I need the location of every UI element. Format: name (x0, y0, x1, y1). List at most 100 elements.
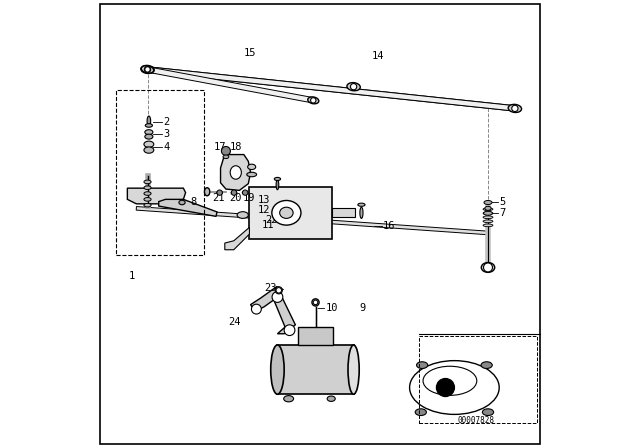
Text: 1: 1 (129, 271, 135, 280)
Polygon shape (127, 188, 186, 204)
Circle shape (272, 292, 283, 302)
Polygon shape (273, 294, 296, 334)
Ellipse shape (147, 116, 150, 126)
Ellipse shape (348, 345, 359, 394)
Ellipse shape (144, 203, 151, 207)
Ellipse shape (410, 361, 499, 414)
Ellipse shape (271, 345, 284, 394)
Ellipse shape (276, 180, 279, 190)
Ellipse shape (358, 203, 365, 206)
Ellipse shape (275, 287, 282, 294)
Ellipse shape (145, 134, 153, 139)
Bar (250, 187, 332, 238)
Text: 13: 13 (258, 195, 271, 205)
Ellipse shape (247, 172, 257, 177)
Ellipse shape (141, 65, 154, 73)
Ellipse shape (179, 200, 185, 205)
Circle shape (276, 288, 282, 293)
Ellipse shape (145, 124, 152, 127)
Text: 20: 20 (230, 193, 242, 203)
Ellipse shape (481, 362, 492, 368)
Text: 4: 4 (163, 142, 170, 152)
Circle shape (284, 325, 295, 336)
Ellipse shape (204, 188, 210, 196)
Text: 18: 18 (230, 142, 242, 152)
Ellipse shape (483, 220, 493, 223)
Ellipse shape (284, 396, 294, 402)
Text: 7: 7 (499, 208, 506, 218)
Text: 14: 14 (371, 51, 384, 61)
Ellipse shape (484, 201, 492, 204)
Circle shape (145, 66, 150, 73)
Ellipse shape (483, 216, 493, 219)
Ellipse shape (144, 186, 151, 190)
Circle shape (243, 190, 248, 195)
Circle shape (252, 304, 261, 314)
Text: 17: 17 (214, 142, 227, 152)
Polygon shape (159, 199, 217, 216)
Ellipse shape (483, 409, 493, 416)
Text: 8: 8 (190, 198, 196, 207)
Ellipse shape (217, 191, 223, 194)
Ellipse shape (243, 191, 248, 194)
Text: 3: 3 (163, 129, 170, 139)
Ellipse shape (141, 66, 154, 73)
Bar (116, 90, 204, 255)
Text: 21: 21 (212, 193, 225, 203)
Circle shape (310, 98, 316, 103)
Ellipse shape (483, 208, 493, 211)
Polygon shape (221, 155, 251, 190)
Ellipse shape (483, 212, 493, 215)
Polygon shape (136, 207, 488, 235)
Ellipse shape (237, 212, 248, 219)
Ellipse shape (417, 362, 428, 368)
Bar (278, 345, 354, 394)
Ellipse shape (144, 198, 151, 201)
Ellipse shape (360, 207, 363, 218)
Ellipse shape (347, 82, 360, 91)
Ellipse shape (145, 130, 153, 135)
Bar (298, 327, 333, 345)
Circle shape (484, 263, 493, 272)
Text: 22: 22 (265, 215, 278, 224)
Circle shape (217, 190, 222, 195)
Polygon shape (251, 287, 282, 311)
Ellipse shape (248, 164, 256, 169)
Text: 2: 2 (163, 117, 170, 127)
Ellipse shape (312, 299, 319, 306)
Ellipse shape (144, 147, 154, 153)
Ellipse shape (144, 192, 151, 195)
Text: 23: 23 (264, 283, 276, 293)
Text: 19: 19 (243, 193, 255, 203)
Ellipse shape (144, 141, 154, 147)
Ellipse shape (231, 191, 237, 194)
Ellipse shape (423, 366, 477, 396)
Polygon shape (332, 208, 355, 217)
Circle shape (145, 67, 150, 72)
Ellipse shape (144, 180, 151, 184)
Polygon shape (147, 67, 515, 111)
Ellipse shape (483, 224, 493, 227)
Bar (419, 336, 538, 423)
Ellipse shape (481, 263, 495, 272)
Text: 10: 10 (325, 303, 338, 313)
Text: 24: 24 (228, 317, 241, 327)
Ellipse shape (223, 155, 229, 159)
Ellipse shape (485, 206, 491, 211)
Ellipse shape (508, 104, 522, 112)
Ellipse shape (280, 207, 293, 218)
Text: 11: 11 (262, 220, 275, 230)
Circle shape (231, 190, 237, 195)
Ellipse shape (230, 166, 241, 179)
Text: 15: 15 (244, 48, 257, 58)
Ellipse shape (275, 177, 280, 181)
Circle shape (436, 379, 454, 396)
Circle shape (314, 300, 317, 305)
Circle shape (512, 105, 518, 112)
Circle shape (351, 83, 356, 90)
Circle shape (221, 146, 230, 155)
Text: 9: 9 (360, 303, 365, 313)
Polygon shape (225, 228, 250, 250)
Polygon shape (147, 67, 314, 103)
Ellipse shape (272, 201, 301, 225)
